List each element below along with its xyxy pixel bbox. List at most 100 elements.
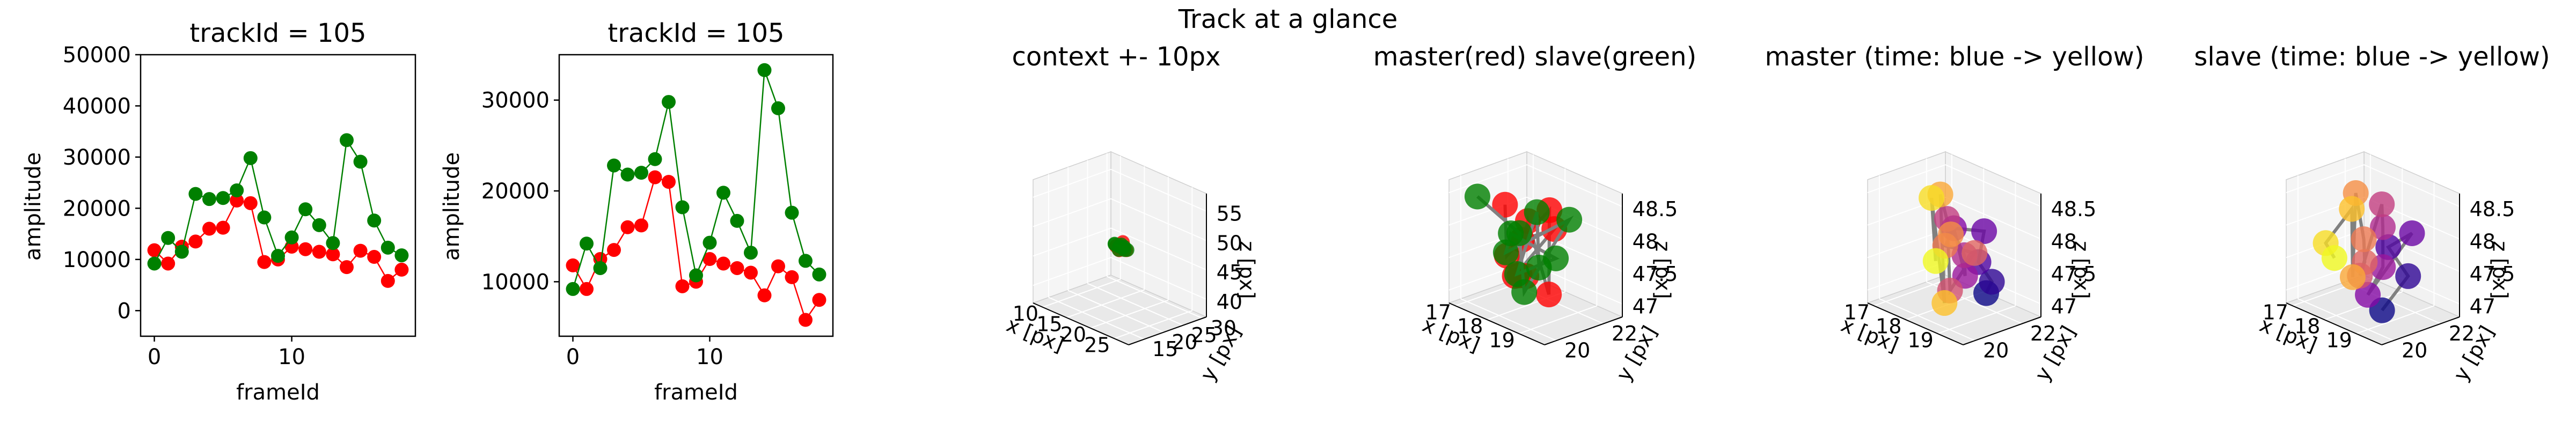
- gridline: [1110, 227, 1207, 271]
- data-point: [326, 236, 340, 250]
- gridline: [1526, 164, 1623, 208]
- data-point: [1556, 206, 1583, 233]
- data-point: [1979, 269, 2005, 295]
- y-tick-label: 22: [2449, 322, 2475, 345]
- data-point: [230, 183, 244, 197]
- z-tick-label: 47.5: [2051, 262, 2097, 286]
- gridline: [1107, 276, 1203, 319]
- data-point: [1931, 290, 1958, 316]
- data-point: [312, 245, 326, 259]
- data-point: [757, 288, 772, 302]
- chart-amplitude-1: trackId = 105 frameId amplitude 0 10 0 1000…: [21, 18, 416, 405]
- y-tick-label: 30: [1211, 316, 1236, 340]
- data-point: [689, 268, 703, 283]
- chart-3d-master-time: master (time: blue -> yellow) 17 18 19 20 22…: [1765, 42, 2145, 385]
- x-tick-label: 25: [1084, 334, 1110, 357]
- gridline: [1042, 278, 1121, 308]
- z-axis-label: z [px]: [1235, 241, 1258, 299]
- data-point: [216, 220, 230, 235]
- data-point: [716, 256, 730, 271]
- y-tick-label: 10000: [63, 248, 131, 272]
- data-point: [353, 243, 368, 258]
- data-point: [785, 270, 799, 284]
- data-point: [161, 256, 175, 271]
- gridline: [2356, 305, 2434, 335]
- gridline: [1448, 164, 1527, 194]
- gridline: [1048, 297, 1145, 340]
- gridline: [1867, 164, 1946, 194]
- data-point: [298, 202, 313, 217]
- axes-frame: [140, 54, 416, 337]
- y-axis-line: [1963, 316, 2041, 345]
- z-tick-label: 47: [2051, 294, 2077, 318]
- gridline: [1110, 198, 1207, 241]
- chart-title: context +- 10px: [1012, 42, 1221, 72]
- gridline: [1114, 310, 1192, 339]
- z-tick-label: 55: [1217, 202, 1242, 226]
- data-point: [799, 254, 813, 268]
- data-point: [634, 218, 648, 233]
- axes-frame: [558, 54, 834, 337]
- data-point: [812, 293, 826, 307]
- gridline: [1945, 164, 2041, 208]
- z-axis-label: z [px]: [1651, 241, 1674, 299]
- y-tick-label: 25: [1191, 323, 1217, 347]
- data-point: [1526, 255, 1552, 281]
- data-point: [188, 187, 203, 201]
- data-point: [593, 261, 608, 275]
- side-pane: [1033, 151, 1111, 304]
- z-tick-label: 48.5: [2051, 197, 2097, 221]
- data-point: [675, 279, 690, 293]
- data-point: [298, 242, 313, 256]
- y-tick-label: 20: [1172, 330, 1197, 354]
- z-tick-label: 50: [1217, 231, 1242, 255]
- y-tick-label: 0: [118, 299, 131, 323]
- data-point: [730, 213, 744, 228]
- x-axis-line: [2286, 302, 2382, 345]
- z-tick-label: 47: [1633, 294, 1658, 318]
- gridline: [2363, 164, 2460, 208]
- data-point: [1464, 183, 1490, 210]
- data-point: [1524, 199, 1550, 225]
- data-point: [147, 256, 162, 271]
- chart-title: trackId = 105: [608, 18, 784, 48]
- gridline: [1066, 289, 1145, 319]
- data-point: [716, 186, 730, 200]
- x-tick-label: 19: [1907, 329, 1933, 352]
- data-point: [744, 265, 758, 280]
- data-point: [771, 259, 785, 273]
- y-tick-label: 50000: [63, 43, 131, 68]
- z-tick-label: 47.5: [2470, 262, 2515, 286]
- data-point: [2321, 245, 2347, 271]
- data-point: [1504, 261, 1530, 287]
- data-point: [757, 63, 772, 77]
- x-axis-line: [1448, 302, 1545, 345]
- data-point: [580, 236, 594, 251]
- data-point: [257, 255, 272, 269]
- gridline: [2297, 298, 2394, 342]
- x-tick-label: 18: [1876, 315, 1901, 338]
- data-point: [675, 200, 690, 214]
- x-axis-line: [1867, 302, 1964, 345]
- data-point: [2399, 220, 2425, 246]
- data-point: [1938, 221, 1964, 248]
- gridline: [1460, 298, 1557, 342]
- data-point: [662, 175, 676, 189]
- z-tick-label: 48.5: [2470, 197, 2515, 221]
- x-tick-label: 18: [1457, 315, 1483, 338]
- y-tick-label: 20000: [63, 196, 131, 221]
- gridline: [1519, 305, 1597, 335]
- data-point: [216, 191, 230, 205]
- data-point: [648, 152, 662, 166]
- data-point: [394, 262, 409, 277]
- data-point: [1962, 240, 1988, 266]
- x-tick-label: 15: [1036, 313, 1062, 336]
- y-tick-label: 22: [2030, 322, 2056, 345]
- y-axis-line: [1128, 316, 1207, 345]
- data-point: [257, 210, 272, 225]
- x-tick-label: 0: [566, 345, 580, 369]
- data-point: [230, 194, 244, 208]
